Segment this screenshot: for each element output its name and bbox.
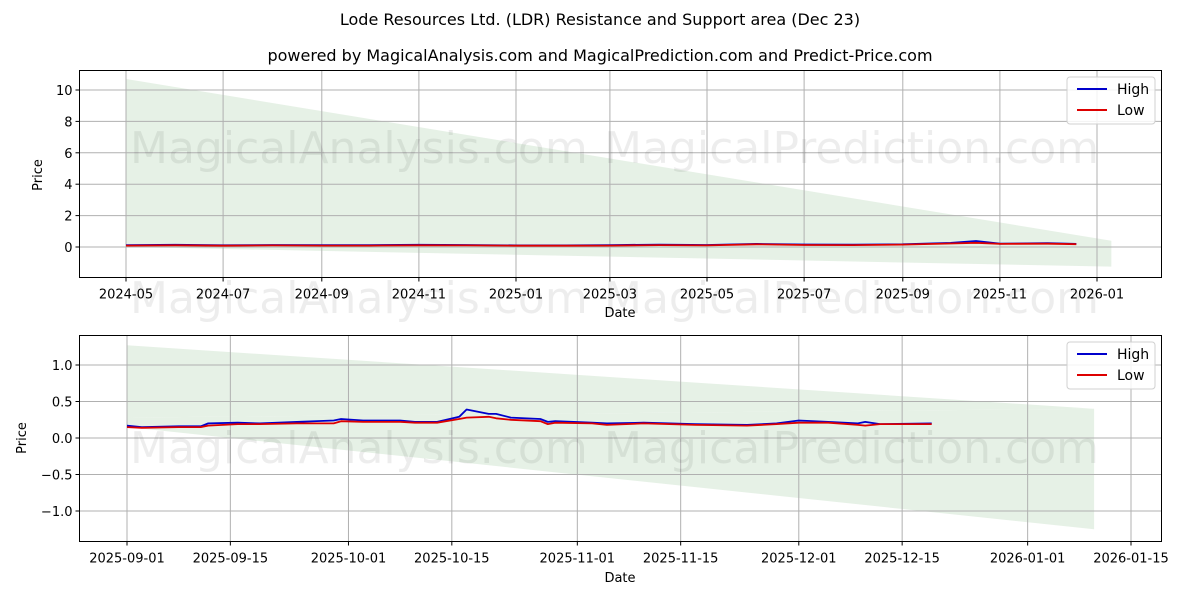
bottom-x-axis-label: Date [604, 571, 635, 586]
x-tick-label: 2025-09-15 [193, 552, 269, 567]
top-grid [79, 70, 1162, 278]
x-tick-label: 2025-05 [680, 288, 734, 303]
y-tick-label: 8 [64, 115, 72, 130]
bottom-price-lines [126, 408, 932, 429]
x-tick-label: 2025-01 [489, 288, 543, 303]
x-tick-label: 2025-10-15 [414, 552, 490, 567]
x-tick-label: 2024-09 [295, 288, 349, 303]
x-tick-label: 2025-10-01 [311, 552, 387, 567]
x-tick-label: 2025-09-01 [89, 552, 165, 567]
chart-title: Lode Resources Ltd. (LDR) Resistance and… [339, 10, 861, 29]
x-tick-label: 2024-05 [99, 288, 153, 303]
x-tick-label: 2026-01 [1070, 288, 1124, 303]
top-watermark-right: MagicalPrediction.com [604, 123, 1099, 174]
y-tick-label: 0 [64, 241, 72, 256]
x-tick-label: 2025-12-15 [864, 552, 940, 567]
x-tick-label: 2025-09 [876, 288, 930, 303]
band-area-0 [126, 79, 1112, 267]
chart-subtitle: powered by MagicalAnalysis.com and Magic… [267, 46, 933, 65]
bottom-grid [79, 335, 1162, 542]
bottom-watermark-right: MagicalPrediction.com [604, 423, 1099, 474]
band-area-1 [127, 408, 1095, 530]
y-tick-label: 2 [64, 210, 72, 225]
band-area-0 [127, 345, 1095, 418]
bottom-y-axis-label: Price [15, 422, 30, 454]
series-line-low [126, 415, 932, 429]
x-tick-label: 2025-07 [777, 288, 831, 303]
bottom-legend-low-label: Low [1117, 368, 1145, 384]
bottom-y-axis: 1.0 0.5 0.0 −0.5 −1.0 [41, 359, 80, 520]
bottom-resistance-support-band [127, 345, 1095, 530]
y-tick-label: 0.5 [52, 396, 73, 411]
top-legend-low-label: Low [1117, 103, 1145, 119]
y-tick-label: −0.5 [41, 469, 73, 484]
bottom-legend-high-label: High [1117, 347, 1149, 363]
top-watermark-left: MagicalAnalysis.com [130, 123, 588, 174]
top-x-axis: 2024-05 2024-07 2024-09 2024-11 2025-01 2025-… [99, 277, 1124, 303]
x-tick-label: 2025-12-01 [761, 552, 837, 567]
y-tick-label: 4 [64, 178, 72, 193]
top-resistance-support-band [126, 79, 1112, 267]
bottom-legend: High Low [1066, 341, 1156, 390]
top-legend-high-label: High [1117, 82, 1149, 98]
top-chart: MagicalAnalysis.com MagicalPrediction.co… [31, 70, 1162, 324]
y-tick-label: 1.0 [52, 359, 73, 374]
top-axes-frame [79, 70, 1162, 278]
y-tick-label: 0.0 [52, 432, 73, 447]
x-tick-label: 2024-07 [196, 288, 250, 303]
x-tick-label: 2026-01-01 [990, 552, 1066, 567]
bottom-chart: MagicalAnalysis.com MagicalPrediction.co… [15, 335, 1169, 586]
x-tick-label: 2024-11 [392, 288, 446, 303]
y-tick-label: −1.0 [41, 505, 73, 520]
x-tick-label: 2025-11-01 [540, 552, 616, 567]
x-tick-label: 2025-03 [583, 288, 637, 303]
series-line-high [126, 408, 932, 429]
x-tick-label: 2025-11 [973, 288, 1027, 303]
y-tick-label: 6 [64, 147, 72, 162]
top-price-lines [125, 240, 1077, 247]
top-x-axis-label: Date [604, 306, 635, 321]
series-line-low [125, 241, 1077, 247]
top-y-axis-label: Price [31, 159, 46, 191]
y-tick-label: 10 [56, 84, 73, 99]
bottom-x-axis: 2025-09-01 2025-09-15 2025-10-01 2025-10-15… [89, 541, 1169, 567]
top-watermark-left-lower: MagicalAnalysis.com [130, 273, 588, 324]
bottom-watermark-left: MagicalAnalysis.com [130, 423, 588, 474]
x-tick-label: 2026-01-15 [1093, 552, 1169, 567]
top-legend: High Low [1066, 76, 1156, 125]
top-watermark-right-lower: MagicalPrediction.com [604, 273, 1099, 324]
x-tick-label: 2025-11-15 [643, 552, 719, 567]
top-y-axis: 0 2 4 6 8 10 [56, 84, 80, 256]
